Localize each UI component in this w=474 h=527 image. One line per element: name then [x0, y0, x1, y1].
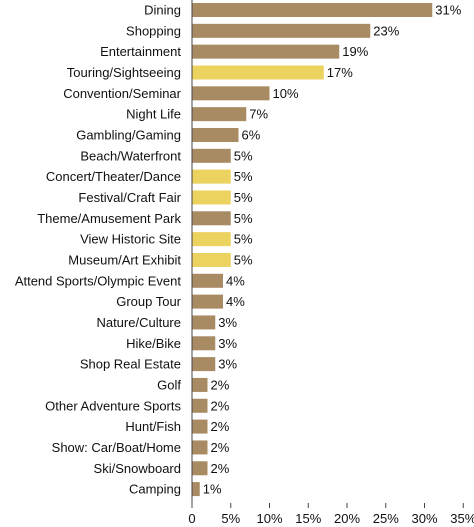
category-label-18: Golf — [157, 377, 181, 392]
value-label-21: 2% — [211, 440, 230, 455]
x-tick-label-7: 35% — [450, 511, 474, 526]
bar-15 — [192, 315, 216, 330]
bar-13 — [192, 273, 223, 288]
category-label-3: Touring/Sightseeing — [67, 65, 181, 80]
value-label-23: 1% — [203, 482, 222, 497]
x-axis-ticks: 0 5% 10% 15% 20% 25% 30% 35% — [188, 503, 474, 526]
category-label-14: Group Tour — [116, 294, 181, 309]
bar-2 — [192, 44, 340, 59]
value-label-17: 3% — [218, 357, 237, 372]
category-label-11: View Historic Site — [80, 232, 181, 247]
value-label-12: 5% — [234, 252, 253, 267]
category-label-1: Shopping — [126, 23, 181, 38]
category-label-19: Other Adventure Sports — [45, 398, 181, 413]
category-label-7: Beach/Waterfront — [80, 148, 181, 163]
category-label-2: Entertainment — [100, 44, 181, 59]
bar-21 — [192, 440, 208, 455]
category-label-15: Nature/Culture — [96, 315, 181, 330]
bar-0 — [192, 3, 433, 17]
value-label-11: 5% — [234, 232, 253, 247]
value-label-13: 4% — [226, 273, 245, 288]
bar-16 — [192, 336, 216, 351]
value-label-5: 7% — [249, 107, 268, 122]
category-label-10: Theme/Amusement Park — [37, 211, 181, 226]
value-label-2: 19% — [342, 44, 368, 59]
category-label-0: Dining — [144, 3, 181, 18]
value-label-3: 17% — [327, 65, 353, 80]
x-tick-label-3: 15% — [295, 511, 321, 526]
value-label-14: 4% — [226, 294, 245, 309]
x-tick-label-5: 25% — [373, 511, 399, 526]
value-label-15: 3% — [218, 315, 237, 330]
category-label-23: Camping — [129, 482, 181, 497]
category-label-6: Gambling/Gaming — [76, 127, 181, 142]
bar-18 — [192, 377, 208, 392]
bar-23 — [192, 482, 200, 497]
value-label-18: 2% — [211, 377, 230, 392]
category-label-13: Attend Sports/Olympic Event — [15, 273, 182, 288]
bar-1 — [192, 23, 371, 38]
value-label-8: 5% — [234, 169, 253, 184]
value-label-9: 5% — [234, 190, 253, 205]
bar-20 — [192, 419, 208, 434]
value-label-0: 31% — [435, 3, 461, 18]
bar-22 — [192, 461, 208, 476]
bar-5 — [192, 107, 247, 122]
category-label-4: Convention/Seminar — [63, 86, 181, 101]
x-tick-label-0: 0 — [188, 511, 195, 526]
category-label-17: Shop Real Estate — [80, 357, 181, 372]
category-label-12: Museum/Art Exhibit — [68, 252, 181, 267]
value-label-19: 2% — [211, 398, 230, 413]
value-label-20: 2% — [211, 419, 230, 434]
bar-9 — [192, 190, 231, 205]
category-label-20: Hunt/Fish — [125, 419, 181, 434]
category-label-8: Concert/Theater/Dance — [46, 169, 181, 184]
bar-8 — [192, 169, 231, 184]
value-labels: 31% 23% 19% 17% 10% 7% 6% 5% 5% 5% 5% 5% 5% 4% 4% 3% 3% 3… — [203, 3, 462, 497]
category-label-22: Ski/Snowboard — [94, 461, 181, 476]
value-label-7: 5% — [234, 148, 253, 163]
bar-6 — [192, 127, 239, 142]
x-tick-label-2: 10% — [256, 511, 282, 526]
bar-11 — [192, 232, 231, 247]
x-tick-label-4: 20% — [334, 511, 360, 526]
value-label-10: 5% — [234, 211, 253, 226]
category-labels: Dining Shopping Entertainment Touring/Sight… — [15, 3, 182, 497]
bar-19 — [192, 398, 208, 413]
value-label-16: 3% — [218, 336, 237, 351]
category-label-21: Show: Car/Boat/Home — [52, 440, 181, 455]
bar-17 — [192, 357, 216, 372]
bar-7 — [192, 148, 231, 163]
x-tick-label-1: 5% — [221, 511, 240, 526]
category-label-5: Night Life — [126, 107, 181, 122]
category-label-9: Festival/Craft Fair — [78, 190, 181, 205]
value-label-22: 2% — [211, 461, 230, 476]
value-label-1: 23% — [373, 23, 399, 38]
value-label-6: 6% — [242, 127, 261, 142]
value-label-4: 10% — [273, 86, 299, 101]
bar-10 — [192, 211, 231, 226]
bar-4 — [192, 86, 270, 101]
bars-group — [192, 3, 433, 497]
bar-14 — [192, 294, 223, 309]
bar-3 — [192, 65, 324, 80]
category-label-16: Hike/Bike — [126, 336, 181, 351]
x-tick-label-6: 30% — [411, 511, 437, 526]
bar-12 — [192, 252, 231, 267]
